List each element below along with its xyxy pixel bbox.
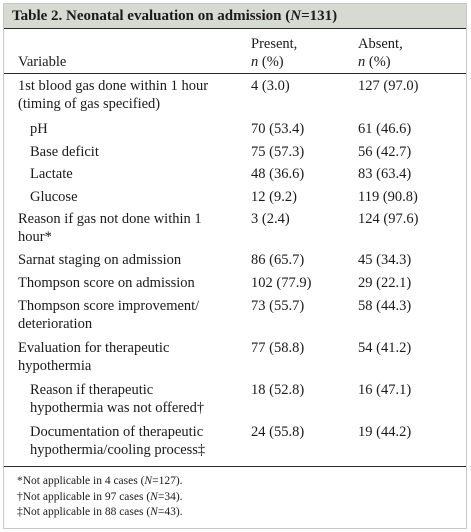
footnote: *Not applicable in 4 cases (N=127).: [17, 475, 183, 487]
row-label-continuation: deterioration: [18, 316, 93, 332]
table-title-bar: Table 2. Neonatal evaluation on admissio…: [4, 4, 466, 29]
header-variable: Variable: [18, 54, 67, 70]
row-present-value: 12 (9.2): [251, 189, 297, 205]
footnote: †Not applicable in 97 cases (N=34).: [17, 490, 183, 503]
row-label-continuation: hypothermia/cooling process‡: [30, 442, 206, 458]
row-present-value: 75 (57.3): [251, 144, 305, 160]
row-present-value: 48 (36.6): [251, 166, 305, 182]
header-rule: [4, 73, 466, 74]
header-absent: Absent,: [358, 36, 403, 52]
row-absent-value: 56 (42.7): [358, 144, 412, 160]
row-absent-value: 58 (44.3): [358, 298, 412, 314]
row-absent-value: 54 (41.2): [358, 340, 412, 356]
row-label: Reason if therapeutic: [30, 382, 154, 398]
row-absent-value: 45 (34.3): [358, 252, 412, 268]
row-present-value: 3 (2.4): [251, 211, 290, 227]
row-label-continuation: hour*: [18, 229, 52, 245]
row-absent-value: 119 (90.8): [358, 189, 418, 205]
header-present: Present,: [251, 36, 298, 52]
row-present-value: 4 (3.0): [251, 78, 290, 94]
row-absent-value: 61 (46.6): [358, 121, 412, 137]
row-present-value: 18 (52.8): [251, 382, 305, 398]
footnote: ‡Not applicable in 88 cases (N=43).: [17, 506, 183, 518]
row-present-value: 102 (77.9): [251, 275, 312, 291]
row-absent-value: 29 (22.1): [358, 275, 412, 291]
row-label-continuation: hypothermia: [18, 358, 92, 374]
row-absent-value: 83 (63.4): [358, 166, 412, 182]
row-absent-value: 19 (44.2): [358, 424, 412, 440]
row-label-continuation: hypothermia was not offered†: [30, 400, 205, 416]
header-present-unit: n (%): [251, 54, 284, 70]
row-label: Base deficit: [30, 144, 99, 160]
header-absent-unit: n (%): [358, 54, 391, 70]
row-label: Thompson score improvement/: [18, 298, 200, 314]
row-absent-value: 16 (47.1): [358, 382, 412, 398]
row-label: Lactate: [30, 166, 73, 182]
row-label-continuation: (timing of gas specified): [18, 96, 161, 112]
row-label: Glucose: [30, 189, 78, 205]
row-label: pH: [30, 121, 48, 137]
row-absent-value: 127 (97.0): [358, 78, 419, 94]
row-label: 1st blood gas done within 1 hour: [18, 78, 209, 94]
row-label: Evaluation for therapeutic: [18, 340, 170, 356]
table-bottom-rule: [4, 466, 466, 467]
row-present-value: 77 (58.8): [251, 340, 305, 356]
row-label: Thompson score on admission: [18, 275, 195, 291]
row-absent-value: 124 (97.6): [358, 211, 419, 227]
table-frame: [3, 3, 467, 529]
row-present-value: 86 (65.7): [251, 252, 305, 268]
row-label: Documentation of therapeutic: [30, 424, 204, 440]
row-label: Reason if gas not done within 1: [18, 211, 202, 227]
row-present-value: 70 (53.4): [251, 121, 305, 137]
table-footnotes: *Not applicable in 4 cases (N=127). †Not…: [17, 474, 183, 521]
row-present-value: 73 (55.7): [251, 298, 305, 314]
row-label: Sarnat staging on admission: [18, 252, 182, 268]
row-present-value: 24 (55.8): [251, 424, 305, 440]
table-title: Table 2. Neonatal evaluation on admissio…: [12, 8, 338, 24]
